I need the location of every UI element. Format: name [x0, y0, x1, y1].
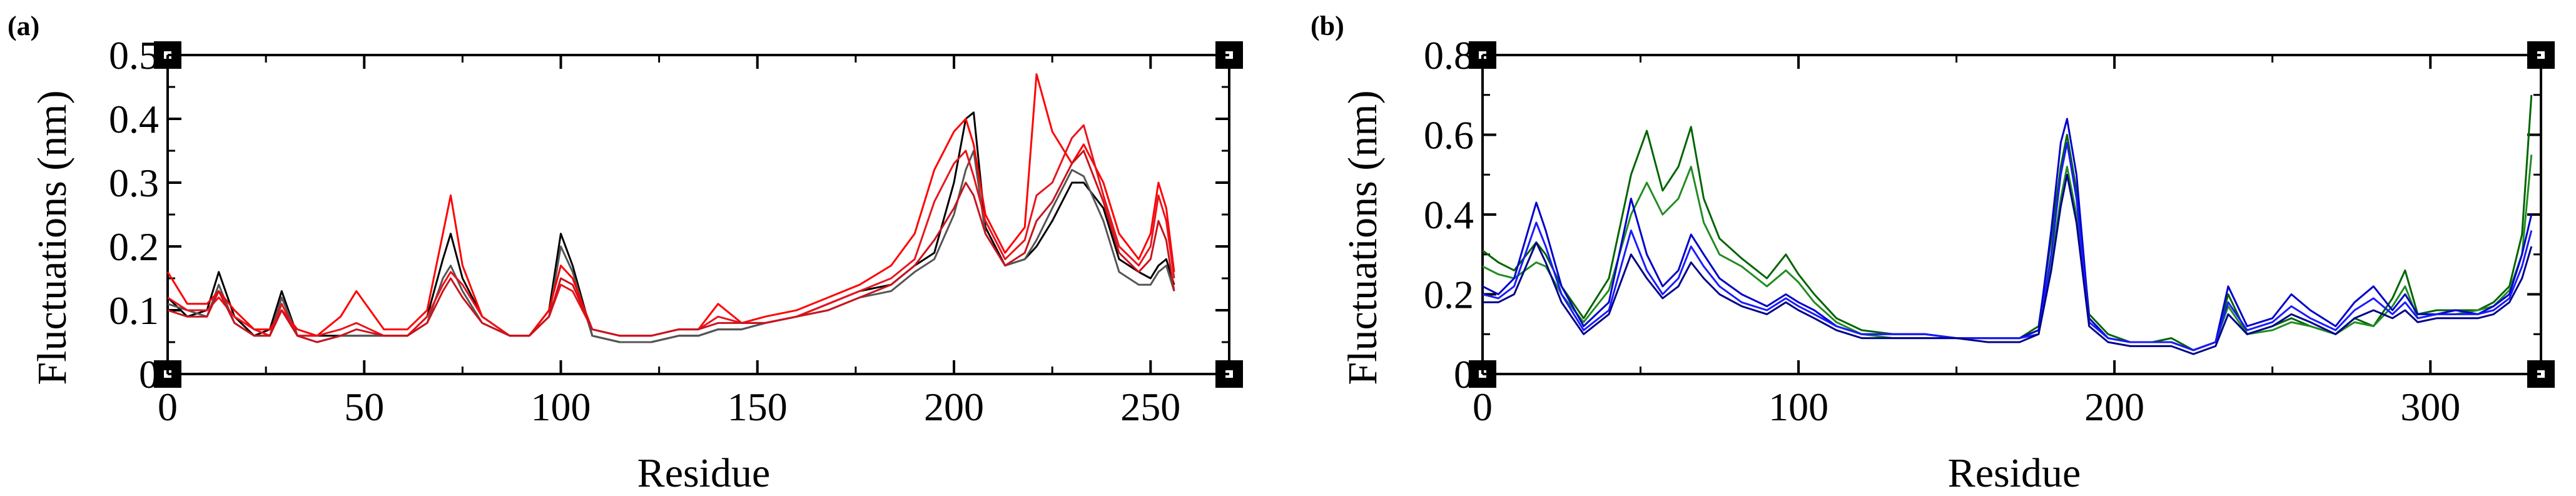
panel-b-letter: (b) [1311, 11, 1344, 41]
panel-a-y-tick-label: 0 [139, 352, 159, 397]
panel-a-y-tick-label: 0.1 [109, 288, 159, 333]
panel-b-y-tick-label: 0 [1454, 352, 1474, 397]
panel-a-y-tick-label: 0.4 [109, 97, 159, 141]
panel-b-y-tick-label: 0.8 [1424, 33, 1474, 78]
panel-a-series-line-2 [167, 149, 1175, 343]
panel-b-series-line-3 [1482, 118, 2533, 352]
panel-b-plot-frame [1481, 54, 2542, 375]
panel-a-letter: (a) [8, 11, 39, 41]
panel-b-y-tick-label: 0.4 [1424, 193, 1474, 237]
panel-a-x-tick-label: 250 [1120, 385, 1180, 429]
panel-b-y-tick-label: 0.2 [1424, 273, 1474, 317]
panel-a-series-line-1 [166, 111, 1175, 343]
panel-b-y-axis-label: Fluctuations (nm) [1340, 90, 1386, 385]
panel-a-series-line-3 [166, 73, 1175, 337]
panel-b: (b) Fluctuations (nm) Residue 0 100 200 300… [1311, 11, 2555, 496]
panel-a-series-line-5 [167, 149, 1175, 343]
panel-b-x-tick-label: 300 [2400, 385, 2460, 429]
panel-a-y-tick-label: 0.5 [109, 33, 159, 78]
panel-a-y-tick-label: 0.3 [109, 161, 159, 205]
panel-a-y-axis-label: Fluctuations (nm) [29, 90, 75, 385]
panel-b-series-line-5 [1483, 173, 2533, 355]
panel-a: (a) Fluctuations (nm) Residue 0 50 100 150 2… [8, 11, 1243, 496]
panel-b-x-tick-label: 0 [1473, 385, 1493, 429]
panel-a-x-tick-label: 150 [728, 385, 788, 429]
panel-b-x-axis-label: Residue [1948, 450, 2081, 496]
panel-b-y-tick-label: 0.6 [1424, 113, 1474, 158]
panel-a-x-tick-label: 200 [924, 385, 984, 429]
panel-a-x-tick-label: 0 [158, 385, 178, 429]
panel-a-y-tick-label: 0.2 [109, 225, 159, 269]
panel-a-x-axis-label: Residue [637, 450, 771, 496]
panel-b-x-tick-label: 100 [1768, 385, 1828, 429]
panel-a-plot-frame [166, 54, 1230, 375]
panel-a-x-tick-label: 50 [344, 385, 384, 429]
panel-a-x-tick-label: 100 [531, 385, 591, 429]
panel-b-series-line-4 [1482, 141, 2533, 352]
panel-b-series-line-1 [1482, 94, 2533, 352]
panel-b-series-line-2 [1482, 154, 2533, 352]
panel-b-x-tick-label: 200 [2084, 385, 2144, 429]
